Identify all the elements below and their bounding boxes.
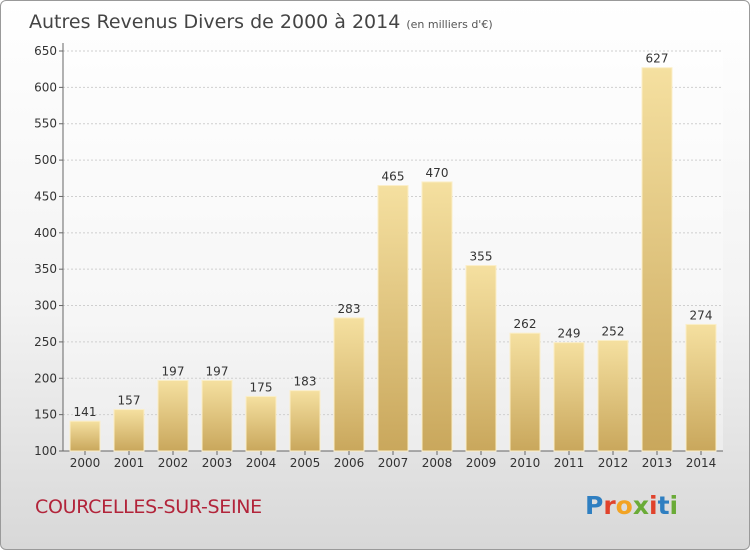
- logo-letter: o: [615, 491, 633, 520]
- logo-letter: i: [649, 491, 658, 520]
- bar: [201, 379, 233, 452]
- bar: [157, 379, 189, 452]
- data-label: 197: [162, 364, 185, 378]
- bar: [69, 420, 101, 452]
- x-tick-label: 2011: [554, 456, 585, 470]
- bar: [113, 409, 145, 452]
- data-label: 262: [514, 317, 537, 331]
- x-tick-label: 2013: [642, 456, 673, 470]
- chart-title: Autres Revenus Divers de 2000 à 2014 (en …: [29, 11, 493, 33]
- x-tick-label: 2001: [114, 456, 145, 470]
- logo-letter: i: [669, 491, 679, 520]
- x-tick-label: 2002: [158, 456, 189, 470]
- data-label: 183: [294, 375, 317, 389]
- data-label: 470: [426, 166, 449, 180]
- data-label: 627: [646, 52, 669, 66]
- bar: [597, 339, 629, 452]
- x-tick-label: 2008: [422, 456, 453, 470]
- data-label: 252: [602, 324, 625, 338]
- bar: [509, 332, 541, 452]
- bar: [685, 323, 717, 452]
- logo-letter: P: [585, 491, 604, 520]
- y-tick-label: 450: [34, 189, 57, 203]
- bar: [245, 395, 277, 452]
- bar: [641, 67, 673, 452]
- y-tick-label: 150: [34, 408, 57, 422]
- y-tick-label: 100: [34, 444, 57, 458]
- bar: [289, 390, 321, 452]
- x-tick-label: 2007: [378, 456, 409, 470]
- x-tick-label: 2010: [510, 456, 541, 470]
- chart-subtitle: (en milliers d'€): [406, 18, 493, 31]
- y-tick-label: 200: [34, 371, 57, 385]
- x-tick-label: 2000: [70, 456, 101, 470]
- x-tick-label: 2003: [202, 456, 233, 470]
- y-tick-label: 250: [34, 335, 57, 349]
- proxiti-logo: Proxiti: [585, 491, 678, 520]
- x-tick-label: 2005: [290, 456, 321, 470]
- x-tick-label: 2009: [466, 456, 497, 470]
- data-label: 355: [470, 250, 493, 264]
- bar: [421, 181, 453, 452]
- data-label: 141: [74, 405, 97, 419]
- x-tick-label: 2006: [334, 456, 365, 470]
- logo-letter: t: [657, 491, 670, 520]
- x-tick-label: 2012: [598, 456, 629, 470]
- bar: [553, 342, 585, 452]
- logo-letter: r: [603, 491, 616, 520]
- y-tick-label: 650: [34, 44, 57, 58]
- bar: [333, 317, 365, 452]
- x-tick-label: 2014: [686, 456, 717, 470]
- data-label: 157: [118, 394, 141, 408]
- commune-name: COURCELLES-SUR-SEINE: [35, 496, 262, 518]
- data-label: 465: [382, 170, 405, 184]
- data-label: 274: [690, 308, 713, 322]
- data-label: 283: [338, 302, 361, 316]
- y-tick-label: 600: [34, 80, 57, 94]
- logo-letter: x: [632, 491, 649, 520]
- y-tick-label: 500: [34, 153, 57, 167]
- chart-title-text: Autres Revenus Divers de 2000 à 2014: [29, 11, 401, 33]
- bar: [377, 185, 409, 452]
- x-tick-label: 2004: [246, 456, 277, 470]
- data-label: 249: [558, 327, 581, 341]
- y-tick-label: 350: [34, 262, 57, 276]
- y-tick-label: 550: [34, 117, 57, 131]
- data-label: 175: [250, 380, 273, 394]
- y-tick-label: 400: [34, 226, 57, 240]
- data-label: 197: [206, 364, 229, 378]
- y-tick-label: 300: [34, 299, 57, 313]
- bar: [465, 265, 497, 452]
